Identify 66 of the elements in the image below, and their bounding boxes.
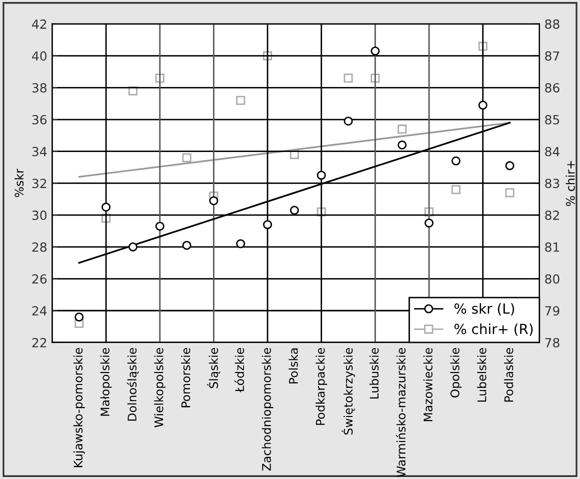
x-tick-label: Warmińsko-mazurskie	[396, 348, 406, 478]
x-tick-label: Łódzkie	[234, 348, 244, 392]
point	[505, 188, 514, 198]
y2-tick-label: 81	[545, 242, 560, 252]
y-tick-label: 36	[32, 114, 47, 124]
y2-tick-label: 83	[545, 178, 560, 188]
x-tick-label: Śląskie	[206, 348, 220, 388]
point	[236, 239, 246, 248]
point	[290, 206, 299, 215]
point	[128, 242, 138, 252]
y-tick-label: 30	[32, 210, 47, 220]
y2-tick-label: 88	[545, 19, 560, 29]
point	[370, 46, 380, 56]
x-tick-label: Zachodniopomorskie	[262, 348, 274, 471]
y-tick-label: 40	[32, 51, 47, 61]
point	[451, 185, 460, 194]
x-tick-label: Wielkopolskie	[154, 348, 166, 428]
y2-tick-label: 85	[545, 114, 560, 124]
y2-tick-label: 78	[545, 338, 560, 348]
x-tick-label: Małopolskie	[100, 348, 112, 416]
x-tick-label: Świętokrzyskie	[342, 348, 355, 435]
x-tick-label: Kujawsko-pomorskie	[73, 348, 85, 468]
point	[182, 153, 192, 162]
x-tick-label: Polska	[288, 348, 298, 384]
y-tick-label: 22	[32, 338, 46, 348]
point	[398, 140, 407, 150]
point	[344, 74, 353, 83]
x-tick-label: Opolskie	[450, 348, 462, 398]
point	[102, 202, 111, 212]
y2-axis-title: % chir+	[566, 160, 575, 206]
point	[236, 96, 246, 105]
x-tick-label: Podlaskie	[504, 348, 514, 402]
y-tick-label: 34	[32, 146, 47, 156]
point	[209, 196, 218, 206]
y2-tick-label: 80	[545, 274, 560, 284]
y-tick-label: 32	[32, 178, 46, 188]
point	[74, 312, 84, 322]
x-tick-label: Pomorskie	[181, 348, 190, 408]
x-tick-label: Lubuskie	[369, 348, 379, 399]
y-tick-label: 24	[32, 306, 47, 316]
point	[424, 218, 434, 228]
point	[344, 116, 353, 126]
y-tick-label: 28	[32, 242, 46, 252]
legend-label: % skr (L)	[454, 303, 514, 316]
y2-tick-label: 87	[545, 51, 560, 61]
point	[478, 100, 488, 110]
point	[182, 240, 192, 250]
point	[316, 170, 326, 180]
y-tick-label: 26	[32, 274, 47, 284]
x-tick-label: Podkarpackie	[316, 348, 328, 425]
x-tick-label: Lubelskie	[477, 348, 486, 402]
point	[451, 156, 460, 166]
y-tick-label: 38	[32, 83, 46, 93]
y2-tick-label: 82	[545, 210, 559, 220]
y2-tick-label: 79	[545, 306, 560, 316]
y2-tick-label: 84	[545, 146, 560, 156]
point	[505, 161, 514, 170]
point	[263, 220, 272, 230]
y-tick-label: 42	[32, 19, 46, 29]
point	[398, 124, 407, 134]
y2-tick-label: 86	[545, 83, 560, 93]
legend-label: % chir+ (R)	[454, 323, 533, 336]
y-axis-title: %skr	[14, 168, 24, 198]
x-tick-label: Mazowieckie	[423, 348, 432, 422]
x-tick-label: Dolnośląskie	[126, 348, 139, 421]
point	[155, 222, 164, 231]
